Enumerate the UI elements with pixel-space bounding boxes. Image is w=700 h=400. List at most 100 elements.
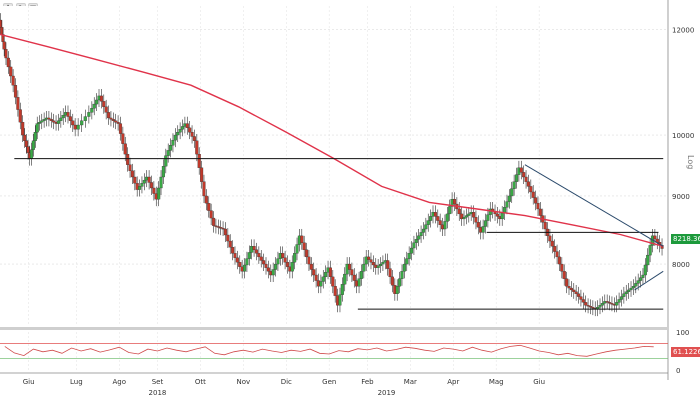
candle [140, 183, 144, 187]
candle [371, 262, 375, 266]
candle [505, 201, 509, 208]
candle [29, 149, 34, 159]
candle [71, 120, 75, 126]
candle [319, 281, 323, 287]
candle [486, 214, 490, 221]
candle [42, 119, 46, 121]
candle [159, 176, 163, 189]
x-tick-label: Ott [195, 378, 206, 386]
candle [52, 120, 56, 123]
candle [281, 253, 285, 258]
candle [443, 221, 447, 230]
candle [130, 170, 134, 178]
candle [157, 187, 161, 200]
candle [350, 269, 354, 276]
candle [536, 203, 540, 210]
x-tick-label: Giu [533, 378, 545, 386]
candle [407, 253, 411, 259]
candle [180, 126, 185, 130]
candle [343, 273, 347, 285]
candle [436, 216, 440, 221]
candle [68, 116, 72, 121]
candle [111, 119, 115, 121]
candle [581, 299, 585, 303]
candle [624, 291, 628, 294]
candle [445, 213, 449, 222]
candle [164, 155, 168, 167]
rsi-tick-label: 0 [676, 367, 680, 375]
candle [235, 257, 239, 263]
candle [643, 264, 647, 276]
x-tick-label: Apr [447, 378, 459, 386]
candle [166, 150, 170, 156]
candle [333, 286, 337, 296]
candle [49, 119, 53, 121]
candle [565, 278, 569, 287]
candle [514, 174, 519, 182]
x-tick-label: Lug [70, 378, 83, 386]
candle [276, 258, 280, 265]
candle [192, 136, 196, 141]
candle [419, 232, 423, 237]
candle [474, 217, 478, 223]
candle [591, 307, 595, 309]
candle [138, 186, 142, 190]
candle [584, 302, 588, 306]
candle [483, 220, 488, 227]
candle [452, 199, 457, 205]
candle [359, 271, 363, 279]
candle [512, 181, 516, 189]
candle [216, 226, 220, 228]
candle [526, 181, 530, 187]
candle [102, 101, 106, 107]
candle [290, 262, 294, 272]
candle [207, 203, 211, 211]
candle [414, 239, 418, 243]
candle [381, 262, 385, 265]
candle [283, 257, 287, 263]
candle [409, 247, 414, 254]
candle [242, 264, 247, 272]
candle [622, 293, 626, 297]
candle [421, 228, 426, 233]
candle [104, 106, 108, 113]
candle [429, 216, 433, 221]
candle [324, 272, 328, 278]
candle [653, 235, 657, 240]
candle [99, 95, 103, 102]
last-rsi-badge: 61.1226 [671, 347, 700, 357]
candle [231, 247, 235, 254]
year-label: 2018 [149, 389, 167, 397]
candle [655, 238, 659, 243]
candle [426, 220, 430, 225]
y-tick-label: 9000 [672, 193, 690, 201]
candle [550, 240, 554, 247]
candle [569, 287, 573, 291]
x-tick-label: Dic [281, 378, 292, 386]
candle [238, 262, 242, 267]
candle [185, 123, 189, 129]
x-tick-label: Mag [489, 378, 504, 386]
candle [464, 215, 468, 218]
candle [92, 103, 96, 109]
candle [73, 124, 77, 130]
candle [555, 251, 559, 258]
candle [247, 252, 251, 259]
y-tick-label: 12000 [672, 27, 694, 35]
candle [560, 263, 564, 272]
rsi-tick-label: 100 [676, 329, 689, 337]
candle [600, 303, 604, 306]
candle [321, 276, 325, 282]
candle [531, 191, 535, 198]
candle [524, 176, 528, 182]
candle [233, 253, 237, 258]
candle [188, 127, 192, 133]
candle [510, 188, 514, 197]
candle [87, 112, 91, 117]
candle [128, 164, 132, 171]
candle [149, 182, 154, 189]
candle [605, 301, 609, 303]
candle [364, 256, 368, 265]
candle [266, 267, 270, 272]
